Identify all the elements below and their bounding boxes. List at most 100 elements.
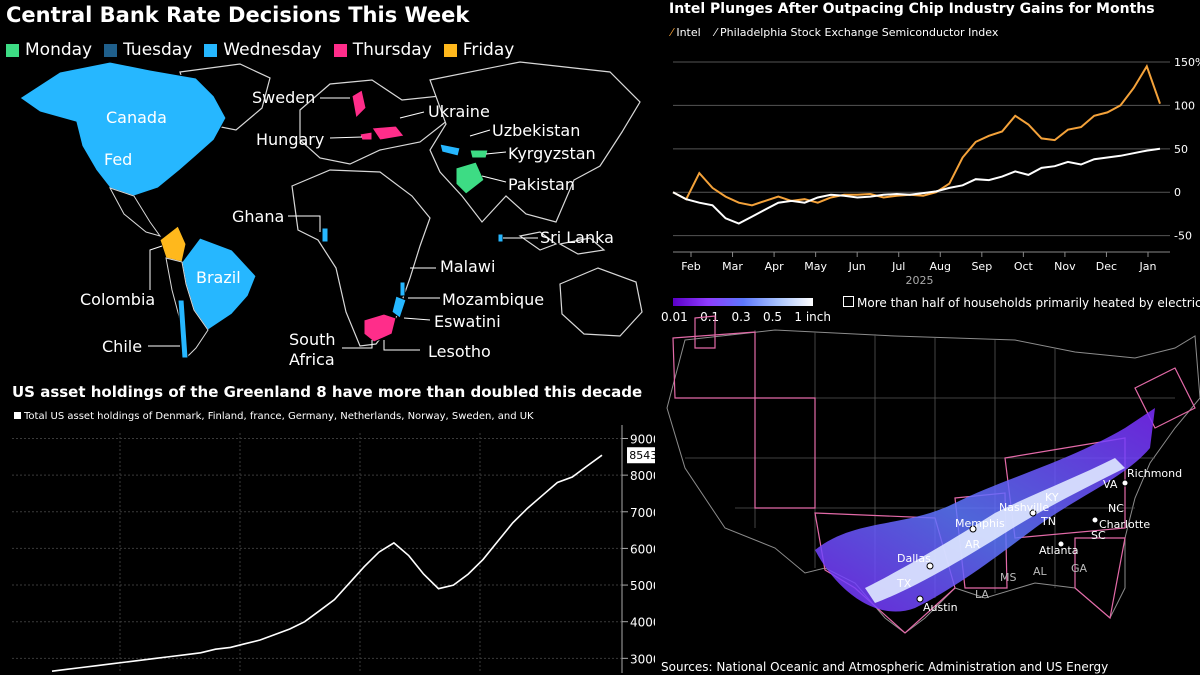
sox-legend-mark: ⁄ [714,26,717,39]
accumulation-scale-bar [673,298,813,306]
scale-label: 0.5 [762,310,783,324]
legend-swatch-wednesday [204,43,218,57]
north-america-shape [19,61,227,197]
state-ky: KY [1045,491,1059,504]
greenland-legend-label: Total US asset holdings of Denmark, Finl… [24,411,534,422]
label-brazil: Brazil [196,268,241,287]
intel-x-tick-label: Oct [1014,260,1034,273]
leader-colombia [149,245,163,290]
leader-lesotho [383,340,420,351]
ice-accumulation-panel: 0.01 0.1 0.3 0.5 1 inch More than half o… [655,288,1200,675]
legend-thursday: Thursday [352,40,432,60]
legend-friday: Friday [462,40,515,60]
legend-swatch-tuesday [104,43,118,57]
world-map [19,61,643,359]
label-sweden: Sweden [252,88,316,107]
city-richmond: Richmond [1127,467,1183,480]
label-kyrgyzstan: Kyrgyzstan [508,144,596,163]
legend-swatch-friday [443,43,457,57]
label-ukraine: Ukraine [428,102,490,121]
leader-south-africa [342,340,373,349]
state-ga: GA [1071,562,1088,575]
label-chile: Chile [102,337,143,356]
state-tn: TN [1041,515,1056,528]
sweden-shape [351,89,367,120]
intel-y-tick-label: 100 [1174,99,1195,112]
us-ice-map [666,315,1200,634]
ice-band [815,408,1155,612]
state-sc: SC [1091,529,1106,542]
sox-series-line [672,147,1161,225]
intel-x-tick-label: Aug [930,260,951,273]
central-america-shape [108,187,162,237]
south-america-rest-shape [165,257,209,357]
label-uzbekistan: Uzbekistan [492,121,581,140]
ghana-shape [321,227,329,243]
legend-swatch-monday [6,43,19,57]
electric-heat-swatch [843,296,854,307]
state-ms: MS [1000,571,1017,584]
city-nashville: Nashville [999,501,1050,514]
greenland-y-tick-label: 3000 [630,652,660,666]
intel-x-tick-label: May [804,260,827,273]
scale-label: 1 inch [794,310,831,324]
intel-legend-item: ⁄ Intel [671,26,701,39]
intel-y-tick-label: 0 [1174,186,1181,199]
city-memphis: Memphis [955,517,1005,530]
colombia-shape [159,225,187,263]
state-al: AL [1033,565,1047,578]
state-la: LA [975,588,989,601]
intel-y-tick-label: -50 [1174,230,1192,243]
intel-x-tick-label: Jul [891,260,905,273]
sri-lanka-shape [497,233,504,243]
city-austin: Austin [923,601,958,614]
intel-chart: 150% 100 50 0 -50 Feb Mar Apr May Jun Jul Aug Sep Oct… [672,56,1200,285]
greenland-y-tick-label: 6000 [630,542,660,556]
south-africa-shape [363,313,397,343]
greenland-y-tick-label: 5000 [630,579,660,593]
intel-x-tick-label: Mar [722,260,743,273]
intel-y-tick-label: 50 [1174,143,1188,156]
greenland-legend: Total US asset holdings of Denmark, Finl… [14,411,534,422]
intel-y-tick-label: 150% [1174,56,1200,69]
state-va: VA [1103,478,1118,491]
intel-chart-panel: Intel Plunges After Outpacing Chip Indus… [655,0,1200,285]
chile-shape [177,299,189,359]
greenland-title: US asset holdings of the Greenland 8 hav… [12,383,643,401]
legend-swatch-thursday [333,43,347,57]
central-bank-map-panel: Central Bank Rate Decisions This Week Mo… [0,0,650,378]
kyrgyzstan-shape [469,149,489,159]
sox-legend-item: ⁄ Philadelphia Stock Exchange Semiconduc… [715,26,999,39]
label-sri-lanka: Sri Lanka [540,228,614,247]
intel-legend: ⁄ Intel ⁄ Philadelphia Stock Exchange Se… [671,26,998,39]
intel-x-sublabel: 2025 [906,274,934,285]
uzbekistan-shape [439,143,461,157]
greenland-legend-swatch [14,412,21,419]
malawi-shape [399,281,406,297]
greenland-chart: 9000 8000 7000 6000 5000 4000 3000 8543. [12,425,660,673]
greenland-last-value-label: 8543. [629,449,660,462]
greenland-y-tick-label: 4000 [630,616,660,630]
sox-legend-label: Philadelphia Stock Exchange Semiconducto… [720,26,999,39]
electric-heat-label: More than half of households primarily h… [857,296,1200,310]
label-colombia: Colombia [80,290,156,309]
leader-hungary [329,136,363,139]
legend-wednesday: Wednesday [223,40,322,60]
intel-x-tick-label: Jan [1139,260,1157,273]
label-eswatini: Eswatini [434,312,501,331]
intel-x-tick-label: Dec [1096,260,1117,273]
label-mozambique: Mozambique [442,290,545,309]
hungary-shape [359,131,373,141]
city-dots [916,479,1129,603]
label-south-africa: South Africa [289,330,336,369]
label-ghana: Ghana [232,207,285,226]
electric-heat-legend: More than half of households primarily h… [843,296,1200,310]
intel-x-tick-label: Nov [1054,260,1076,273]
label-pakistan: Pakistan [508,175,575,194]
label-malawi: Malawi [440,257,496,276]
intel-legend-mark: ⁄ [671,26,673,39]
intel-x-tick-label: Feb [681,260,700,273]
label-canada: Canada [106,108,167,127]
ukraine-shape [371,125,405,141]
leader-ukraine [399,111,425,119]
